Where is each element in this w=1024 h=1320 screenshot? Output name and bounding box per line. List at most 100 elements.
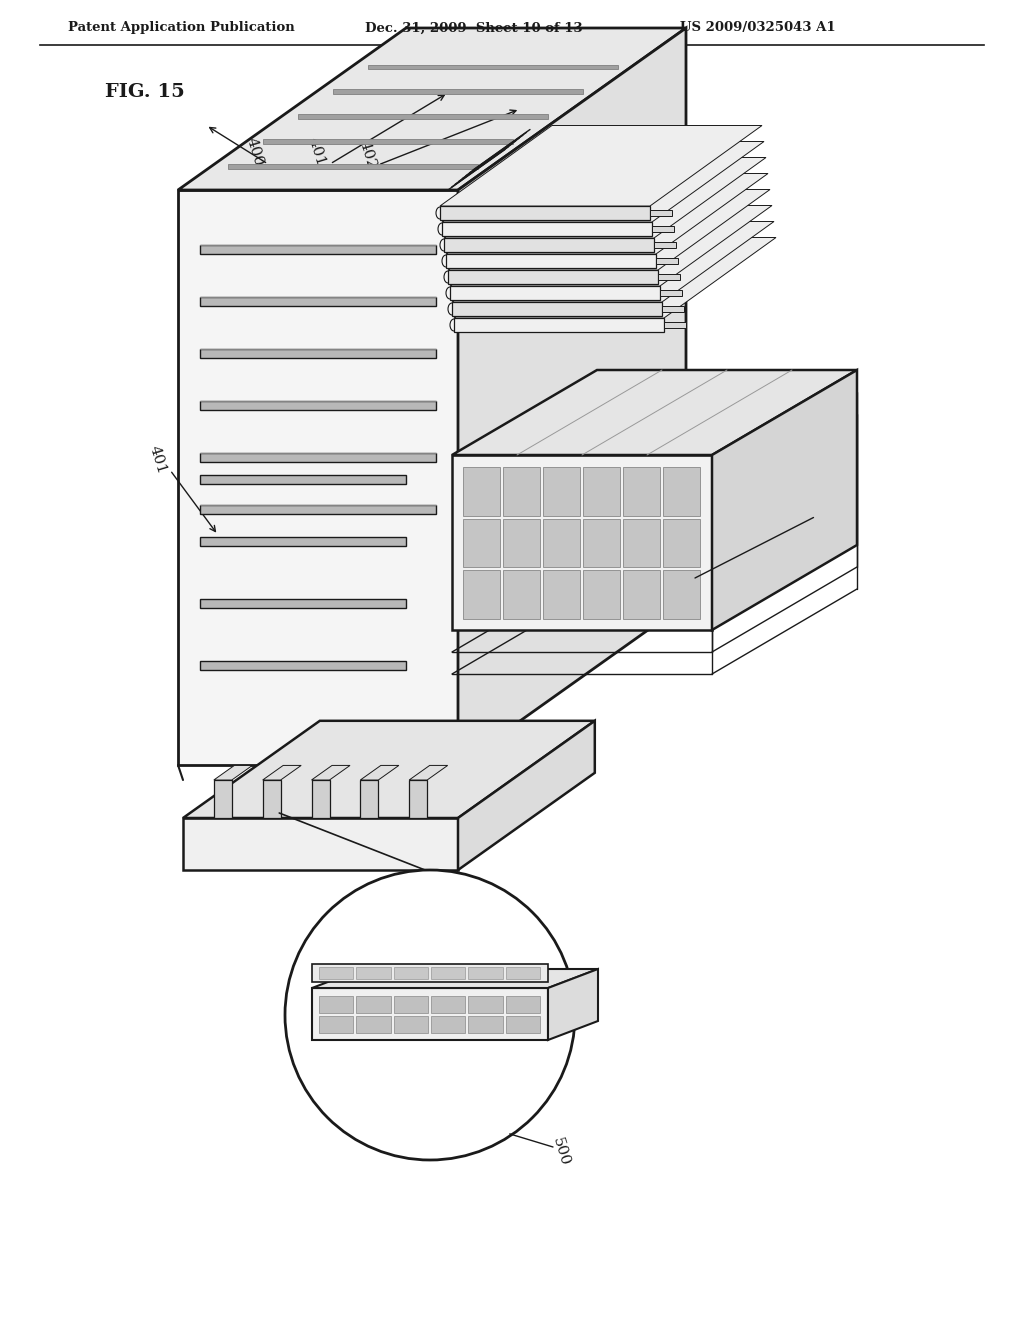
Polygon shape	[393, 1016, 428, 1034]
Text: 400: 400	[244, 136, 266, 168]
Polygon shape	[319, 997, 353, 1012]
Polygon shape	[664, 322, 686, 327]
Polygon shape	[200, 246, 436, 253]
Polygon shape	[356, 997, 391, 1012]
Polygon shape	[444, 238, 654, 252]
Polygon shape	[410, 780, 427, 818]
Polygon shape	[450, 206, 772, 286]
Polygon shape	[663, 519, 700, 568]
Polygon shape	[663, 467, 700, 516]
Polygon shape	[458, 28, 686, 766]
Polygon shape	[360, 766, 399, 780]
Polygon shape	[431, 997, 465, 1012]
Text: 500: 500	[550, 1137, 571, 1168]
Polygon shape	[393, 966, 428, 979]
Polygon shape	[543, 519, 580, 568]
Polygon shape	[444, 157, 766, 238]
Polygon shape	[356, 1016, 391, 1034]
Polygon shape	[503, 570, 540, 619]
Polygon shape	[263, 140, 513, 144]
Polygon shape	[623, 570, 660, 619]
Polygon shape	[356, 966, 391, 979]
Polygon shape	[440, 206, 650, 220]
Polygon shape	[506, 1016, 540, 1034]
Polygon shape	[200, 537, 406, 546]
Polygon shape	[214, 766, 252, 780]
Polygon shape	[452, 455, 712, 630]
Text: FIG. 15: FIG. 15	[105, 83, 184, 102]
Polygon shape	[263, 766, 301, 780]
Polygon shape	[200, 297, 436, 306]
Polygon shape	[311, 766, 350, 780]
Polygon shape	[623, 519, 660, 568]
Polygon shape	[200, 453, 436, 462]
Polygon shape	[503, 467, 540, 516]
Polygon shape	[200, 661, 406, 671]
Polygon shape	[463, 570, 500, 619]
Polygon shape	[183, 818, 458, 870]
Polygon shape	[654, 242, 676, 248]
Polygon shape	[369, 65, 618, 70]
Polygon shape	[506, 966, 540, 979]
Polygon shape	[463, 519, 500, 568]
Polygon shape	[652, 226, 674, 232]
Polygon shape	[712, 370, 857, 630]
Polygon shape	[442, 222, 652, 236]
Polygon shape	[200, 401, 436, 411]
Polygon shape	[452, 370, 857, 455]
Circle shape	[285, 870, 575, 1160]
Polygon shape	[503, 519, 540, 568]
Polygon shape	[200, 506, 436, 513]
Polygon shape	[660, 290, 682, 296]
Polygon shape	[442, 141, 764, 222]
Text: 401: 401	[147, 444, 169, 477]
Polygon shape	[298, 115, 548, 119]
Polygon shape	[656, 257, 678, 264]
Polygon shape	[228, 164, 478, 169]
Polygon shape	[312, 964, 548, 982]
Polygon shape	[446, 253, 656, 268]
Polygon shape	[450, 286, 660, 300]
Polygon shape	[360, 780, 378, 818]
Text: 402: 402	[357, 139, 379, 172]
Polygon shape	[583, 467, 620, 516]
Polygon shape	[440, 125, 762, 206]
Text: US 2009/0325043 A1: US 2009/0325043 A1	[680, 21, 836, 34]
Polygon shape	[319, 966, 353, 979]
Polygon shape	[312, 987, 548, 1040]
Polygon shape	[311, 780, 330, 818]
Polygon shape	[410, 766, 447, 780]
Polygon shape	[454, 318, 664, 333]
Text: Patent Application Publication: Patent Application Publication	[68, 21, 295, 34]
Polygon shape	[468, 997, 503, 1012]
Polygon shape	[333, 90, 584, 94]
Polygon shape	[449, 190, 770, 271]
Text: 401: 401	[306, 136, 328, 168]
Polygon shape	[548, 969, 598, 1040]
Polygon shape	[662, 306, 684, 312]
Polygon shape	[506, 997, 540, 1012]
Polygon shape	[468, 1016, 503, 1034]
Polygon shape	[583, 570, 620, 619]
Polygon shape	[183, 721, 595, 818]
Polygon shape	[650, 210, 672, 216]
Polygon shape	[543, 570, 580, 619]
Polygon shape	[623, 467, 660, 516]
Polygon shape	[319, 1016, 353, 1034]
Polygon shape	[458, 721, 595, 870]
Polygon shape	[449, 271, 658, 284]
Polygon shape	[431, 966, 465, 979]
Polygon shape	[468, 966, 503, 979]
Polygon shape	[463, 467, 500, 516]
Text: 510: 510	[700, 564, 722, 595]
Polygon shape	[658, 275, 680, 280]
Polygon shape	[200, 348, 436, 358]
Polygon shape	[263, 780, 281, 818]
Polygon shape	[452, 302, 662, 315]
Polygon shape	[393, 997, 428, 1012]
Polygon shape	[454, 238, 776, 318]
Polygon shape	[452, 222, 774, 302]
Polygon shape	[200, 599, 406, 609]
Polygon shape	[583, 519, 620, 568]
Text: Dec. 31, 2009  Sheet 10 of 13: Dec. 31, 2009 Sheet 10 of 13	[365, 21, 583, 34]
